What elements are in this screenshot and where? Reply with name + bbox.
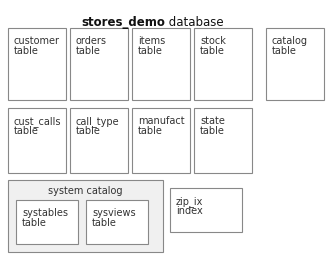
Bar <box>194 108 252 173</box>
Text: index: index <box>176 206 203 217</box>
Text: table: table <box>200 46 225 56</box>
Text: zip_ix: zip_ix <box>176 196 203 207</box>
Bar <box>16 200 78 244</box>
Text: items: items <box>138 36 165 46</box>
Text: table: table <box>14 127 39 137</box>
Text: table: table <box>200 127 225 137</box>
Text: table: table <box>272 46 297 56</box>
Bar <box>8 180 163 252</box>
Text: stores_demo: stores_demo <box>81 16 165 29</box>
Text: stock: stock <box>200 36 226 46</box>
Text: table: table <box>22 218 47 228</box>
Text: manufact: manufact <box>138 116 184 126</box>
Text: database: database <box>165 16 224 29</box>
Text: table: table <box>14 46 39 56</box>
Bar <box>170 188 242 232</box>
Bar <box>194 28 252 100</box>
Text: cust_calls: cust_calls <box>14 116 61 127</box>
Bar <box>86 200 148 244</box>
Text: table: table <box>138 46 163 56</box>
Text: table: table <box>138 127 163 137</box>
Text: table: table <box>76 46 101 56</box>
Bar <box>70 28 128 100</box>
Bar <box>8 28 66 100</box>
Text: call_type: call_type <box>76 116 119 127</box>
Text: customer: customer <box>14 36 60 46</box>
Text: table: table <box>76 127 101 137</box>
Text: table: table <box>92 218 117 228</box>
Bar <box>132 28 190 100</box>
Bar <box>132 108 190 173</box>
Bar <box>8 108 66 173</box>
Text: system catalog: system catalog <box>48 186 123 196</box>
Text: state: state <box>200 116 225 126</box>
Text: orders: orders <box>76 36 107 46</box>
Text: sysviews: sysviews <box>92 208 136 218</box>
Bar <box>266 28 324 100</box>
Text: catalog: catalog <box>272 36 308 46</box>
Bar <box>70 108 128 173</box>
Text: systables: systables <box>22 208 68 218</box>
